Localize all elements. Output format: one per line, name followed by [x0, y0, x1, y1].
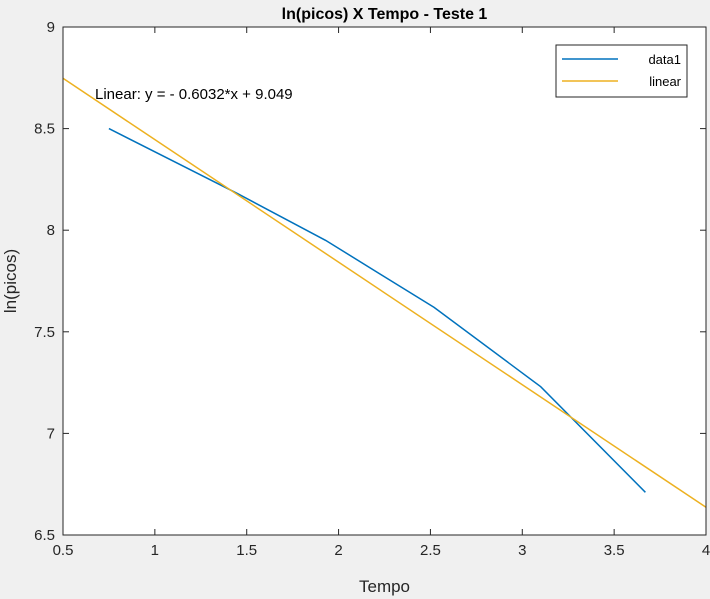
legend-label-data1: data1	[648, 52, 681, 67]
axes-background	[63, 27, 706, 535]
x-tick-label: 0.5	[53, 542, 74, 559]
x-tick-label: 3.5	[604, 542, 625, 559]
y-axis-label: ln(picos)	[1, 249, 20, 313]
y-tick-label: 7	[47, 425, 55, 442]
fit-equation-annotation: Linear: y = - 0.6032*x + 9.049	[95, 86, 293, 103]
x-tick-label: 2.5	[420, 542, 441, 559]
x-tick-label: 1	[151, 542, 159, 559]
y-tick-label: 6.5	[34, 527, 55, 544]
axes-box	[62, 26, 707, 536]
tick-layer: 0.5 1 1.5 2 2.5 3 3.5 4 6.5 7 7.5 8 8.5 9	[34, 19, 710, 559]
legend[interactable]: data1 linear	[555, 44, 688, 98]
x-axis-label: Tempo	[359, 577, 410, 596]
x-tick-label: 1.5	[236, 542, 257, 559]
series-line-data1	[108, 127, 646, 493]
y-tick-label: 7.5	[34, 324, 55, 341]
y-tick-label: 8	[47, 222, 55, 239]
x-tick-label: 2	[334, 542, 342, 559]
y-tick-label: 8.5	[34, 121, 55, 138]
legend-box	[555, 44, 688, 98]
y-tick-label: 9	[47, 19, 55, 36]
legend-label-linear: linear	[649, 74, 681, 89]
x-tick-label: 3	[518, 542, 526, 559]
series-layer	[62, 77, 707, 508]
x-tick-label: 4	[702, 542, 710, 559]
chart-title: ln(picos) X Tempo - Teste 1	[282, 6, 488, 23]
series-line-linear	[62, 77, 707, 508]
